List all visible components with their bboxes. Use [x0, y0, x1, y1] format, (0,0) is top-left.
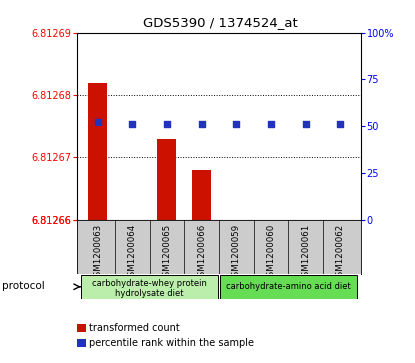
- Text: protocol: protocol: [2, 281, 45, 291]
- FancyBboxPatch shape: [81, 274, 218, 299]
- Bar: [123, 220, 142, 232]
- Bar: [296, 220, 315, 269]
- Text: GSM1200061: GSM1200061: [301, 224, 310, 282]
- Text: GSM1200063: GSM1200063: [93, 224, 102, 282]
- Text: GSM1200066: GSM1200066: [197, 224, 206, 282]
- Point: [233, 121, 239, 127]
- Text: GSM1200059: GSM1200059: [232, 224, 241, 282]
- Bar: [88, 82, 107, 220]
- FancyBboxPatch shape: [220, 274, 357, 299]
- Bar: [157, 139, 176, 220]
- Bar: [331, 220, 350, 282]
- Text: GDS5390 / 1374524_at: GDS5390 / 1374524_at: [143, 16, 297, 29]
- Text: GSM1200064: GSM1200064: [128, 224, 137, 282]
- Bar: [192, 170, 211, 220]
- Text: carbohydrate-amino acid diet: carbohydrate-amino acid diet: [226, 282, 351, 291]
- Point: [94, 119, 101, 125]
- Bar: [261, 220, 281, 257]
- Text: transformed count: transformed count: [89, 323, 180, 333]
- Text: GSM1200062: GSM1200062: [336, 224, 345, 282]
- Point: [129, 121, 136, 127]
- Point: [268, 121, 274, 127]
- Point: [302, 121, 309, 127]
- Text: percentile rank within the sample: percentile rank within the sample: [89, 338, 254, 348]
- Point: [198, 121, 205, 127]
- Text: carbohydrate-whey protein: carbohydrate-whey protein: [92, 279, 207, 288]
- Text: GSM1200060: GSM1200060: [266, 224, 276, 282]
- Point: [337, 121, 344, 127]
- Text: hydrolysate diet: hydrolysate diet: [115, 289, 184, 298]
- Text: GSM1200065: GSM1200065: [162, 224, 171, 282]
- Point: [164, 121, 170, 127]
